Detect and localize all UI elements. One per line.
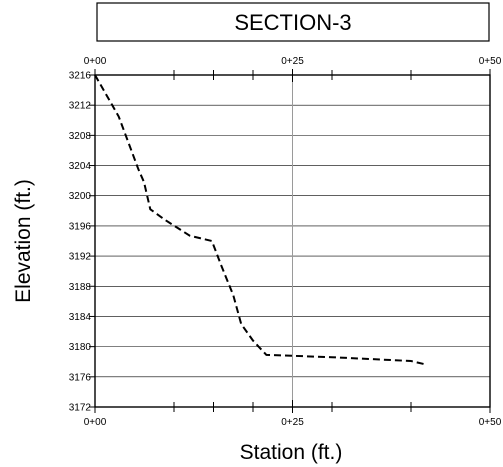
grid-layer: [95, 75, 490, 407]
x-tick-label-bottom: 0+25: [281, 417, 304, 428]
title-box-frame: [96, 2, 490, 42]
y-tick-label: 3192: [69, 252, 92, 263]
y-axis-title: Elevation (ft.): [12, 179, 35, 303]
chart-title: SECTION-3: [234, 10, 351, 35]
title-box: SECTION-3: [96, 2, 490, 42]
y-tick-label: 3180: [69, 342, 92, 353]
x-tick-label-bottom: 0+00: [84, 417, 107, 428]
y-tick-label: 3176: [69, 372, 92, 383]
plot-frame: [94, 74, 491, 408]
y-tick-label: 3184: [69, 312, 92, 323]
x-tick-label-top: 0+00: [84, 56, 107, 67]
x-axis-title: Station (ft.): [240, 441, 343, 464]
series-layer: [94, 74, 428, 366]
y-tick-label: 3188: [69, 282, 92, 293]
y-tick-label: 3208: [69, 131, 92, 142]
elevation-profile-line: [94, 74, 428, 366]
y-tick-label: 3200: [69, 191, 92, 202]
y-tick-label: 3196: [69, 221, 92, 232]
x-tick-label-bottom: 0+50: [479, 417, 502, 428]
tick-layer: [89, 69, 491, 413]
x-tick-label-top: 0+50: [479, 56, 502, 67]
y-tick-label: 3172: [69, 403, 92, 414]
x-tick-label-top: 0+25: [281, 56, 304, 67]
y-tick-label: 3204: [69, 161, 92, 172]
y-tick-label: 3216: [69, 71, 92, 82]
y-tick-label: 3212: [69, 101, 92, 112]
tick-label-layer: 3172 3176 3180 3184 3188 3192 3196 3200 3204 3208…: [69, 56, 502, 428]
